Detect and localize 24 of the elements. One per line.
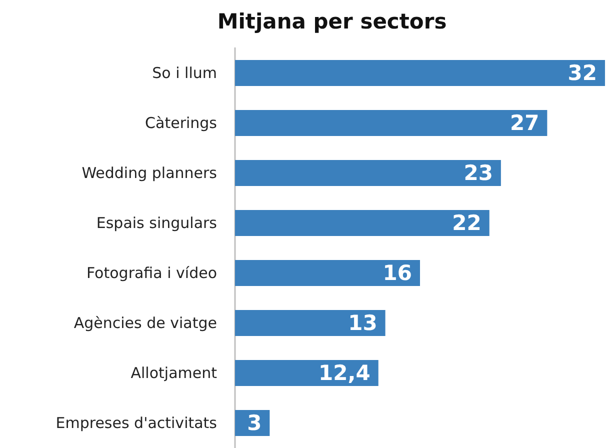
bar [235, 160, 501, 186]
bar [235, 360, 378, 386]
y-tick-label: Allotjament [130, 364, 218, 382]
data-label: 22 [452, 211, 482, 235]
y-tick-label: Espais singulars [96, 214, 218, 232]
data-label: 27 [510, 111, 540, 135]
y-tick-label: Wedding planners [82, 164, 218, 182]
bar [235, 60, 605, 86]
bar [235, 310, 386, 336]
bar [235, 260, 420, 286]
bar [235, 110, 548, 136]
bar [235, 210, 490, 236]
data-label: 3 [247, 411, 262, 435]
data-label: 12,4 [318, 361, 370, 385]
chart-title: Mitjana per sectors [217, 10, 447, 34]
data-label: 32 [568, 61, 597, 85]
data-label: 23 [464, 161, 493, 185]
y-tick-label: Empreses d'activitats [56, 414, 218, 432]
y-tick-label: Fotografia i vídeo [86, 264, 217, 282]
data-label: 13 [348, 311, 378, 335]
y-tick-label: So i llum [152, 64, 217, 82]
y-tick-label: Agències de viatge [74, 314, 217, 332]
data-label: 16 [382, 261, 412, 285]
y-tick-label: Càterings [145, 114, 218, 132]
